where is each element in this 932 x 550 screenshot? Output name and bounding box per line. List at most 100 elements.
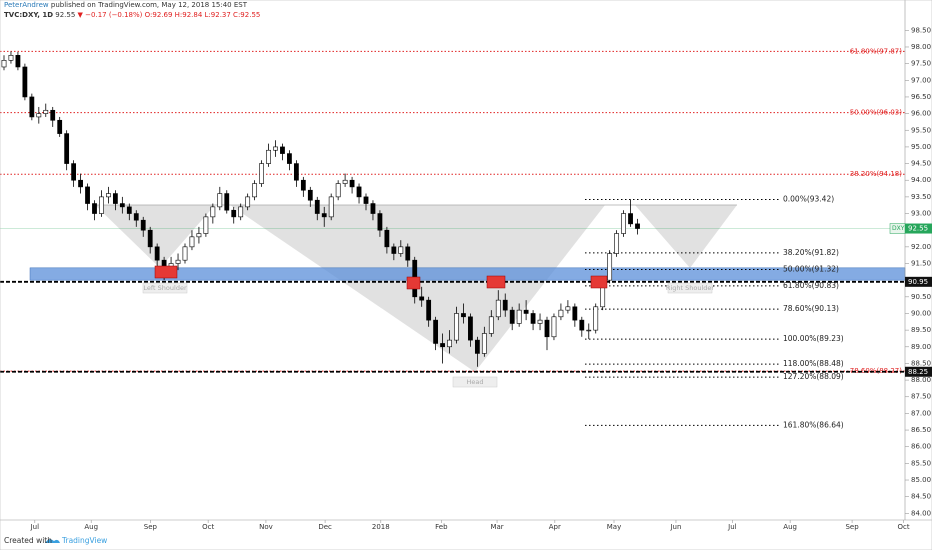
red-box xyxy=(486,275,506,289)
candle-body xyxy=(398,246,404,254)
annotation-box xyxy=(452,376,498,388)
candle-body xyxy=(182,246,188,261)
candle-body xyxy=(565,306,571,311)
y-tick-label: 88.50 xyxy=(911,359,931,367)
y-tick-label: 98.00 xyxy=(911,43,931,51)
candle-body xyxy=(502,299,508,311)
x-tick-label: Aug xyxy=(84,523,98,531)
fib-label: 100.00%(89.23) xyxy=(783,334,844,343)
footer-brand: TradingView xyxy=(61,536,107,545)
last: 92.55 xyxy=(55,11,76,19)
y-tick-label: 87.50 xyxy=(911,393,931,401)
candle-body xyxy=(57,119,63,134)
candle-body xyxy=(78,179,83,188)
candle-body xyxy=(572,306,578,321)
candle-body xyxy=(440,343,445,348)
candle-body xyxy=(614,233,620,254)
candle-body xyxy=(252,183,258,198)
candle-body xyxy=(189,236,195,248)
candle-body xyxy=(433,319,439,344)
candle-body xyxy=(468,316,473,341)
candle-body xyxy=(92,203,97,214)
candle-body xyxy=(363,196,369,204)
y-tick-label: 90.50 xyxy=(911,293,931,301)
candle-body xyxy=(85,186,90,204)
red-box xyxy=(590,275,608,289)
y-tick-label: 89.50 xyxy=(911,326,931,334)
fib-label: 118.00%(88.48) xyxy=(783,359,844,368)
candle-body xyxy=(99,196,104,214)
y-tick-label: 97.50 xyxy=(911,60,931,68)
y-tick-label: 86.50 xyxy=(911,426,931,434)
candle-body xyxy=(544,319,550,338)
footer-logo xyxy=(45,539,60,543)
candle-body xyxy=(558,309,564,318)
candle-body xyxy=(8,55,14,61)
ohlc: O:92.69 H:92.84 L:92.37 C:92.55 xyxy=(144,11,261,19)
candle-body xyxy=(259,163,264,184)
fib-label: 78.60%(90.13) xyxy=(783,304,839,313)
candle-body xyxy=(551,316,557,338)
candle-body xyxy=(238,206,244,218)
candle-body xyxy=(203,216,209,234)
red-level-label: 38.20%(94.18) xyxy=(850,170,902,178)
candle-body xyxy=(419,296,425,301)
candle-body xyxy=(293,163,299,181)
candle-body xyxy=(405,246,411,261)
candle-body xyxy=(314,199,320,214)
candle-body xyxy=(537,319,543,324)
y-tick-label: 92.00 xyxy=(911,243,931,251)
y-tick-label: 84.50 xyxy=(911,493,931,501)
candle-body xyxy=(335,183,341,198)
red-box xyxy=(154,265,178,279)
candle-body xyxy=(377,213,383,231)
header-line-1: PeterAndrew published on TradingView.com… xyxy=(4,1,247,9)
candle-body xyxy=(474,339,480,354)
candle-body xyxy=(50,109,56,121)
candle-body xyxy=(126,206,132,214)
marks xyxy=(154,265,608,290)
candle-body xyxy=(154,246,160,261)
y-tick-label: 95.00 xyxy=(911,143,931,151)
x-tick-label: 2018 xyxy=(372,523,390,531)
annotation-box xyxy=(142,282,188,294)
fib-label: 38.20%(91.82) xyxy=(783,248,839,257)
x-tick-label: May xyxy=(607,523,621,531)
annotation-box xyxy=(667,282,713,294)
x-tick-label: Oct xyxy=(898,523,910,531)
candle-body xyxy=(300,179,306,191)
y-tick-label: 93.00 xyxy=(911,210,931,218)
level-box-label: 90.95 xyxy=(908,278,928,286)
candle-body xyxy=(461,313,466,318)
y-tick-label: 93.50 xyxy=(911,193,931,201)
fib-label: 127.20%(88.09) xyxy=(783,372,844,381)
y-tick-label: 87.00 xyxy=(911,409,931,417)
fib-label: 0.00%(93.42) xyxy=(783,195,834,204)
y-tick-label: 86.00 xyxy=(911,443,931,451)
annotation: Right Shoulder xyxy=(666,284,714,292)
candle-body xyxy=(454,313,459,341)
red-box xyxy=(406,276,421,290)
candle-body xyxy=(112,193,118,204)
y-tick-label: 85.50 xyxy=(911,459,931,467)
candle-body xyxy=(321,213,327,218)
symbol: TVC:DXY, 1D xyxy=(4,11,54,19)
y-tick-label: 89.00 xyxy=(911,343,931,351)
candle-body xyxy=(287,153,292,164)
x-tick-label: Sep xyxy=(144,523,158,531)
fib-label: 61.80%(90.83) xyxy=(783,281,839,290)
candle-body xyxy=(635,223,640,229)
candle-body xyxy=(621,213,626,234)
x-tick-label: Apr xyxy=(549,523,561,531)
y-tick-label: 94.50 xyxy=(911,160,931,168)
candle-body xyxy=(119,203,125,208)
red-level-label: 50.00%(96.03) xyxy=(850,109,902,117)
x-tick-label: Jul xyxy=(30,523,40,531)
y-tick-label: 94.00 xyxy=(911,176,931,184)
candle-body xyxy=(516,309,522,324)
candle-body xyxy=(523,309,529,314)
y-tick-label: 96.50 xyxy=(911,93,931,101)
x-tick-label: Mar xyxy=(490,523,503,531)
fib-label: 161.80%(86.64) xyxy=(783,420,844,429)
